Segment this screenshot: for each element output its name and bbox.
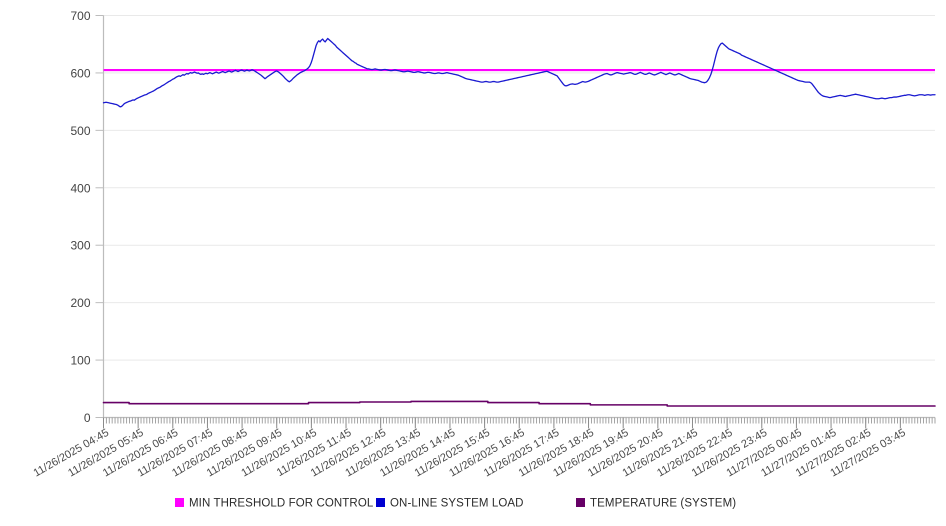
y-axis-tick-label: 300 xyxy=(70,239,90,253)
y-axis-tick-label: 400 xyxy=(70,181,90,195)
y-axis-tick-label: 700 xyxy=(70,9,90,23)
y-axis-tick-label: 0 xyxy=(84,411,91,425)
legend-swatch xyxy=(175,498,184,507)
x-axis-major-ticks xyxy=(103,417,901,429)
y-axis-tick-labels: 0 100 200 300 400 500 600 700 xyxy=(70,9,104,425)
legend-label: MIN THRESHOLD FOR CONTROL xyxy=(189,498,374,510)
chart-legend: MIN THRESHOLD FOR CONTROL ON-LINE SYSTEM … xyxy=(175,498,736,510)
legend-label: ON-LINE SYSTEM LOAD xyxy=(390,498,524,510)
legend-swatch xyxy=(376,498,385,507)
series-line-temperature-system xyxy=(102,400,936,407)
y-axis-tick-label: 100 xyxy=(70,354,90,368)
legend-swatch xyxy=(576,498,585,507)
y-axis-tick-label: 600 xyxy=(70,66,90,80)
series-line-on-line-system-load xyxy=(102,37,936,108)
y-axis-tick-label: 500 xyxy=(70,124,90,138)
series-layer xyxy=(102,37,936,407)
legend-label: TEMPERATURE (SYSTEM) xyxy=(590,498,736,510)
y-axis-tick-label: 200 xyxy=(70,296,90,310)
